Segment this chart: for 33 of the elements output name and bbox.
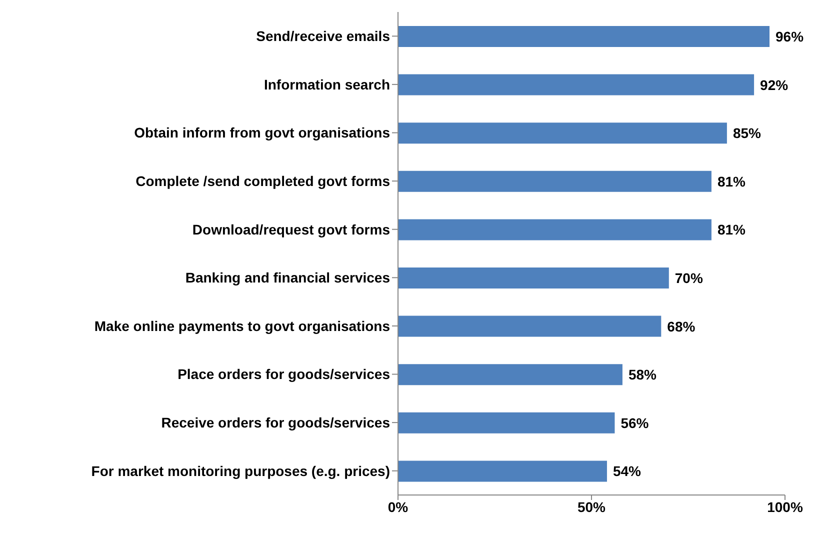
- data-label: 70%: [674, 270, 704, 286]
- bar: [398, 412, 615, 434]
- x-tick-label: 0%: [388, 498, 409, 515]
- x-tick-label: 50%: [577, 498, 606, 515]
- y-tick-label: Complete /send completed govt forms: [136, 173, 390, 190]
- bar: [398, 74, 754, 96]
- data-label: 81%: [717, 173, 746, 190]
- data-label: 68%: [667, 318, 696, 334]
- bar: [398, 316, 662, 337]
- y-tick-label: For market monitoring purposes (e.g. prices): [91, 462, 390, 479]
- y-tick-label: Obtain inform from govt organisations: [134, 124, 390, 141]
- y-tick-label: Make online payments to govt organisations: [94, 318, 390, 334]
- bar: [398, 460, 607, 482]
- data-label: 58%: [628, 366, 658, 383]
- y-tick-label: Receive orders for goods/services: [161, 414, 390, 431]
- y-tick-label: Place orders for goods/services: [178, 366, 390, 382]
- data-label: 85%: [732, 125, 762, 142]
- y-tick-label: Information search: [264, 76, 390, 92]
- bar: [398, 26, 770, 47]
- data-label: 81%: [717, 222, 746, 238]
- bar: [398, 122, 727, 144]
- bar: [398, 219, 712, 240]
- y-tick-label: Download/request govt forms: [192, 221, 390, 238]
- bar: [398, 364, 622, 386]
- bar: [398, 170, 712, 192]
- y-tick-label: Banking and financial services: [185, 270, 390, 286]
- bar: [398, 268, 669, 288]
- y-tick-label: Send/receive emails: [256, 28, 390, 44]
- x-tick-label: 100%: [767, 498, 804, 515]
- data-label: 92%: [760, 76, 789, 93]
- data-label: 56%: [620, 414, 650, 431]
- data-label: 96%: [776, 28, 804, 44]
- data-label: 54%: [612, 463, 642, 480]
